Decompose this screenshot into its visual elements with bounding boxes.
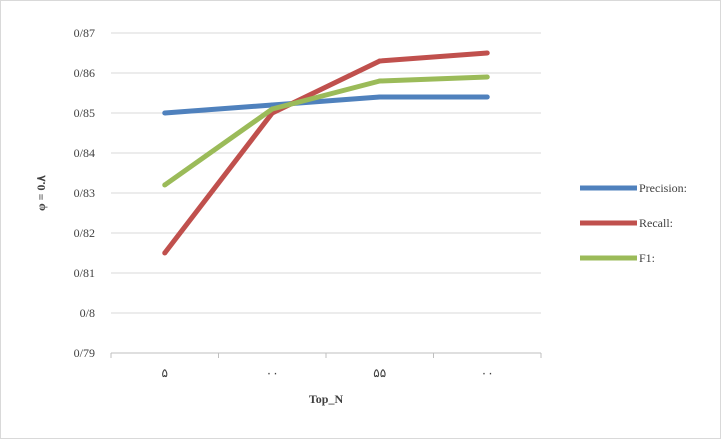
legend-label: F1: bbox=[639, 251, 655, 265]
y-tick-label: 0/84 bbox=[74, 146, 95, 160]
data-point bbox=[377, 58, 383, 64]
y-tick-label: 0/82 bbox=[74, 226, 95, 240]
axes bbox=[110, 352, 542, 358]
series-line-2 bbox=[162, 50, 488, 255]
x-tick-label: ۵ bbox=[162, 366, 168, 380]
data-point bbox=[377, 94, 383, 100]
series-line-1 bbox=[164, 94, 488, 116]
x-tick-label: ۰۰ bbox=[266, 366, 279, 380]
y-tick-label: 0/85 bbox=[74, 106, 95, 120]
x-axis-title: Top_N bbox=[309, 392, 344, 406]
data-point bbox=[269, 106, 275, 112]
legend-label: Precision: bbox=[639, 181, 687, 195]
series-lines bbox=[162, 50, 490, 256]
data-point bbox=[484, 74, 490, 80]
y-tick-label: 0/86 bbox=[74, 66, 95, 80]
legend: Precision: Recall: F1: bbox=[580, 181, 687, 265]
y-tick-label: 0/79 bbox=[74, 346, 95, 360]
data-point bbox=[484, 50, 490, 56]
y-tick-label: 0/83 bbox=[74, 186, 95, 200]
x-tick-labels: ۵ ۰۰ ۵۵ ۰۰ bbox=[162, 366, 494, 380]
legend-label: Recall: bbox=[639, 216, 673, 230]
y-tick-label: 0/87 bbox=[74, 26, 95, 40]
y-tick-label: 0/81 bbox=[74, 266, 95, 280]
x-tick-label: ۰۰ bbox=[481, 366, 494, 380]
data-point bbox=[162, 182, 168, 188]
y-tick-label: 0/8 bbox=[80, 306, 95, 320]
data-point bbox=[162, 110, 168, 116]
y-tick-labels: 0/79 0/8 0/81 0/82 0/83 0/84 0/85 0/86 0/87 bbox=[74, 26, 95, 360]
series-line-3 bbox=[163, 74, 488, 188]
y-axis-title: φ = 0.٨ bbox=[34, 175, 48, 211]
data-point bbox=[377, 78, 383, 84]
data-point bbox=[484, 94, 490, 100]
x-tick-label: ۵۵ bbox=[373, 366, 386, 380]
data-point bbox=[162, 250, 168, 256]
